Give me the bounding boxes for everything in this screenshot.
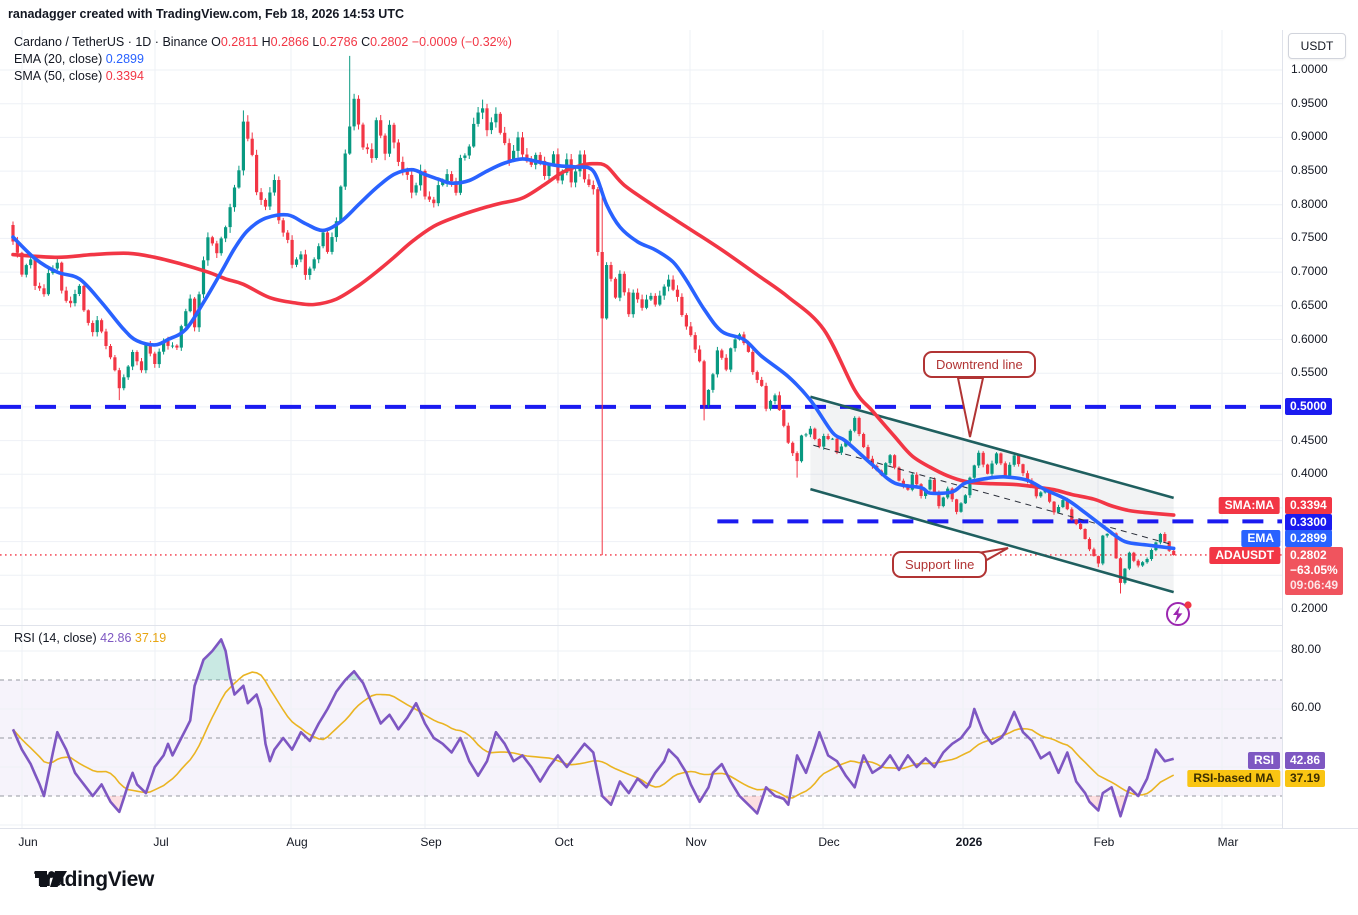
price-axis-scale[interactable]: 1.0000 0.9500 0.9000 0.8500 0.8000 0.7500 0.70…	[1282, 30, 1358, 828]
time-tick: 2026	[955, 835, 983, 849]
sma-floating-label: SMA:MA	[1218, 497, 1280, 514]
rsi-tick: 60.00	[1291, 700, 1322, 714]
creator-credit: ranadagger created with TradingView.com,…	[8, 7, 404, 21]
rsi-tick: 80.00	[1291, 642, 1322, 656]
price-tick: 0.4500	[1291, 433, 1328, 447]
rsi-ma-floating-label: RSI-based MA	[1187, 770, 1280, 787]
price-tick: 0.9000	[1291, 129, 1328, 143]
price-tick: 0.5500	[1291, 365, 1328, 379]
price-tick: 0.4000	[1291, 466, 1328, 480]
time-tick: Sep	[420, 835, 442, 849]
last-price-badge: 0.2802 −63.05% 09:06:49	[1285, 547, 1344, 595]
price-tick: 1.0000	[1291, 62, 1328, 76]
ema-value: 0.2899	[105, 52, 144, 66]
currency-unit-button[interactable]: USDT	[1288, 33, 1346, 59]
sma-legend-row: SMA (50, close) 0.3394	[14, 69, 144, 83]
price-chart-pane[interactable]	[0, 30, 1282, 625]
symbol-floating-label: ADAUSDT	[1209, 547, 1280, 564]
price-tick: 0.7000	[1291, 264, 1328, 278]
alert-price-badge: 0.3300	[1285, 514, 1332, 531]
symbol-title: Cardano / TetherUS · 1D · Binance	[14, 35, 208, 49]
time-axis-scale[interactable]: Jun Jul Aug Sep Oct Nov Dec 2026 Feb Mar	[0, 828, 1358, 856]
ema-price-badge: 0.2899	[1285, 530, 1332, 547]
symbol-title-row: Cardano / TetherUS · 1D · Binance O0.281…	[14, 34, 512, 51]
price-tick: 0.6500	[1291, 298, 1328, 312]
sma-value: 0.3394	[105, 69, 144, 83]
price-tick: 0.2000	[1291, 601, 1328, 615]
symbol-legend: Cardano / TetherUS · 1D · Binance O0.281…	[14, 34, 512, 85]
price-chart-canvas	[0, 30, 1282, 625]
time-tick: Mar	[1217, 835, 1239, 849]
price-tick: 0.9500	[1291, 96, 1328, 110]
rsi-canvas	[0, 626, 1282, 829]
change-value: −0.0009 (−0.32%)	[411, 35, 512, 49]
time-tick: Oct	[554, 835, 574, 849]
rsi-floating-label: RSI	[1247, 752, 1280, 769]
rsi-ma-current-value: 37.19	[134, 631, 167, 645]
price-tick: 0.6000	[1291, 332, 1328, 346]
rsi-ma-value-badge: 37.19	[1285, 770, 1326, 787]
price-tick: 0.8000	[1291, 197, 1328, 211]
time-tick: Dec	[818, 835, 840, 849]
time-tick: Jul	[153, 835, 169, 849]
sma-price-badge: 0.3394	[1285, 497, 1332, 514]
rsi-legend: RSI (14, close) 42.86 37.19	[14, 631, 167, 645]
price-tick: 0.8500	[1291, 163, 1328, 177]
rsi-value-badge: 42.86	[1285, 752, 1326, 769]
time-tick: Jun	[18, 835, 38, 849]
downtrend-line-callout[interactable]: Downtrend line	[923, 351, 1036, 378]
flash-marker-icon[interactable]	[1162, 597, 1196, 631]
time-tick: Nov	[685, 835, 707, 849]
support-line-callout[interactable]: Support line	[892, 551, 988, 578]
ohlc-values: O0.2811 H0.2866 L0.2786 C0.2802 −0.0009 …	[211, 35, 512, 49]
ema-legend-row: EMA (20, close) 0.2899	[14, 52, 144, 66]
price-tick: 0.7500	[1291, 230, 1328, 244]
rsi-current-value: 42.86	[100, 631, 132, 645]
tradingview-logo-mark	[35, 871, 67, 887]
rsi-pane[interactable]	[0, 625, 1282, 829]
tradingview-logo[interactable]: TradingView	[34, 868, 154, 892]
ema-floating-label: EMA	[1241, 530, 1280, 547]
time-tick: Aug	[286, 835, 308, 849]
resistance-price-badge: 0.5000	[1285, 398, 1332, 415]
time-tick: Feb	[1093, 835, 1115, 849]
